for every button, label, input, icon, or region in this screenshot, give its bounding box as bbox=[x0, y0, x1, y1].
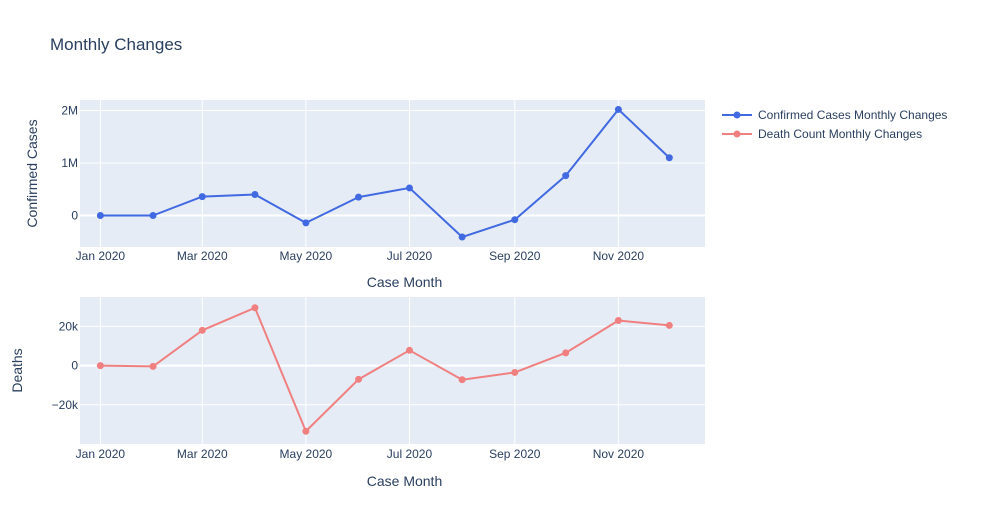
data-point[interactable] bbox=[562, 349, 570, 357]
data-point[interactable] bbox=[665, 154, 673, 162]
legend-label: Death Count Monthly Changes bbox=[758, 127, 922, 141]
data-point[interactable] bbox=[355, 193, 363, 201]
series-line bbox=[100, 108, 671, 239]
legend-item[interactable]: Death Count Monthly Changes bbox=[722, 127, 922, 141]
chart-title: Monthly Changes bbox=[50, 35, 182, 54]
data-point[interactable] bbox=[614, 105, 622, 113]
data-point[interactable] bbox=[96, 212, 104, 219]
y-axis-label: Deaths bbox=[9, 348, 25, 392]
data-point[interactable] bbox=[251, 191, 259, 198]
data-point[interactable] bbox=[198, 326, 206, 334]
series-line bbox=[100, 306, 670, 433]
x-tick-label: Mar 2020 bbox=[177, 447, 228, 461]
y-tick-label: 1M bbox=[61, 156, 78, 170]
x-tick-label: Sep 2020 bbox=[489, 249, 541, 263]
x-tick-label: May 2020 bbox=[280, 447, 333, 461]
x-axis-label: Case Month bbox=[367, 473, 442, 489]
legend-marker bbox=[733, 111, 741, 119]
plot-area bbox=[80, 100, 705, 247]
legend[interactable]: Confirmed Cases Monthly Changes Death Cou… bbox=[722, 108, 947, 141]
legend-item[interactable]: Confirmed Cases Monthly Changes bbox=[722, 108, 947, 122]
x-tick-label: May 2020 bbox=[280, 249, 333, 263]
x-tick-label: Jul 2020 bbox=[387, 447, 433, 461]
data-point[interactable] bbox=[562, 172, 570, 180]
legend-label: Confirmed Cases Monthly Changes bbox=[758, 108, 947, 122]
data-point[interactable] bbox=[458, 233, 466, 241]
x-tick-label: Nov 2020 bbox=[593, 249, 645, 263]
data-point[interactable] bbox=[665, 321, 673, 329]
data-point[interactable] bbox=[251, 304, 259, 312]
plot-area bbox=[80, 297, 705, 444]
x-tick-label: Jan 2020 bbox=[76, 447, 126, 461]
top-chart: Jan 2020 Mar 2020 May 2020 Jul 2020 Sep 2020… bbox=[24, 100, 705, 290]
data-point[interactable] bbox=[511, 368, 519, 376]
data-point[interactable] bbox=[458, 376, 466, 384]
legend-marker bbox=[733, 130, 741, 138]
data-point[interactable] bbox=[302, 219, 310, 227]
data-point[interactable] bbox=[614, 317, 622, 325]
y-axis-label: Confirmed Cases bbox=[24, 119, 40, 227]
data-point[interactable] bbox=[302, 427, 310, 435]
data-point[interactable] bbox=[511, 216, 519, 224]
data-point[interactable] bbox=[198, 193, 206, 201]
bottom-chart: Jan 2020 Mar 2020 May 2020 Jul 2020 Sep 2020… bbox=[9, 297, 705, 489]
x-tick-label: Sep 2020 bbox=[489, 447, 541, 461]
data-point[interactable] bbox=[405, 346, 413, 354]
x-axis-label: Case Month bbox=[367, 274, 442, 290]
y-tick-label: 20k bbox=[59, 319, 79, 333]
data-point[interactable] bbox=[355, 375, 363, 383]
data-point[interactable] bbox=[96, 362, 104, 370]
y-tick-label: 0 bbox=[71, 359, 78, 373]
x-tick-label: Jan 2020 bbox=[76, 249, 126, 263]
y-tick-label: −20k bbox=[52, 398, 79, 412]
data-point[interactable] bbox=[405, 184, 413, 192]
data-point[interactable] bbox=[149, 362, 157, 370]
x-tick-label: Nov 2020 bbox=[593, 447, 645, 461]
x-tick-label: Mar 2020 bbox=[177, 249, 228, 263]
y-tick-label: 0 bbox=[71, 209, 78, 223]
data-point[interactable] bbox=[149, 212, 157, 219]
y-tick-label: 2M bbox=[61, 104, 78, 118]
x-tick-label: Jul 2020 bbox=[387, 249, 433, 263]
